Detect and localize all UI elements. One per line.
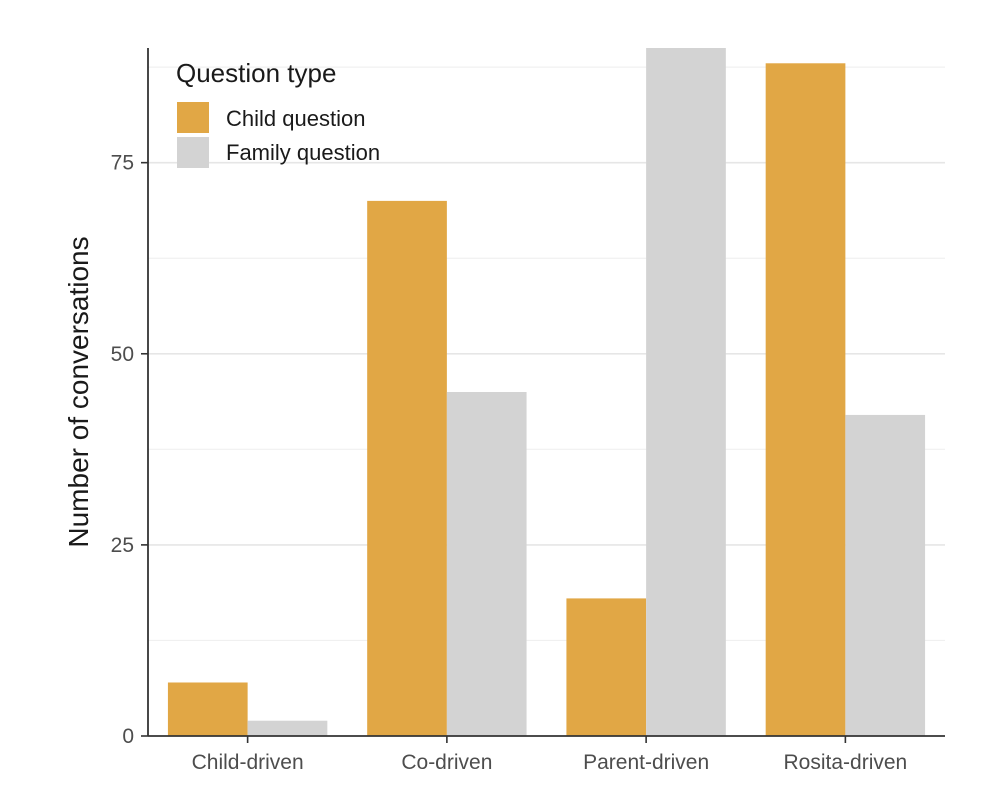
legend-swatch-child-question (177, 102, 209, 133)
legend-label-family-question: Family question (226, 140, 380, 165)
bar-child-driven-family-question (247, 720, 328, 736)
axes (141, 48, 945, 743)
legend-title: Question type (176, 58, 336, 88)
legend-label-child-question: Child question (226, 106, 365, 131)
y-tick-label: 75 (111, 152, 134, 175)
y-tick-label: 25 (111, 534, 134, 557)
legend: Question type Child question Family ques… (176, 58, 380, 168)
y-tick-label: 50 (111, 343, 134, 366)
x-tick-label: Co-driven (401, 751, 492, 774)
bars (167, 48, 926, 737)
legend-swatch-family-question (177, 137, 209, 168)
y-tick-label: 0 (122, 725, 134, 748)
x-tick-label: Child-driven (192, 751, 304, 774)
tick-labels: 0 25 50 75 Child-driven Co-driven Parent-drive… (111, 152, 908, 774)
bar-rosita-driven-family-question (845, 414, 926, 736)
x-tick-label: Rosita-driven (784, 751, 908, 774)
bar-parent-driven-child-question (566, 598, 647, 736)
bar-parent-driven-family-question (646, 48, 726, 736)
bar-child-driven-child-question (167, 682, 248, 736)
x-tick-label: Parent-driven (583, 751, 709, 774)
bar-rosita-driven-child-question (765, 63, 846, 737)
y-axis-title: Number of conversations (63, 236, 94, 547)
bar-co-driven-family-question (446, 392, 527, 736)
bar-co-driven-child-question (367, 200, 447, 736)
